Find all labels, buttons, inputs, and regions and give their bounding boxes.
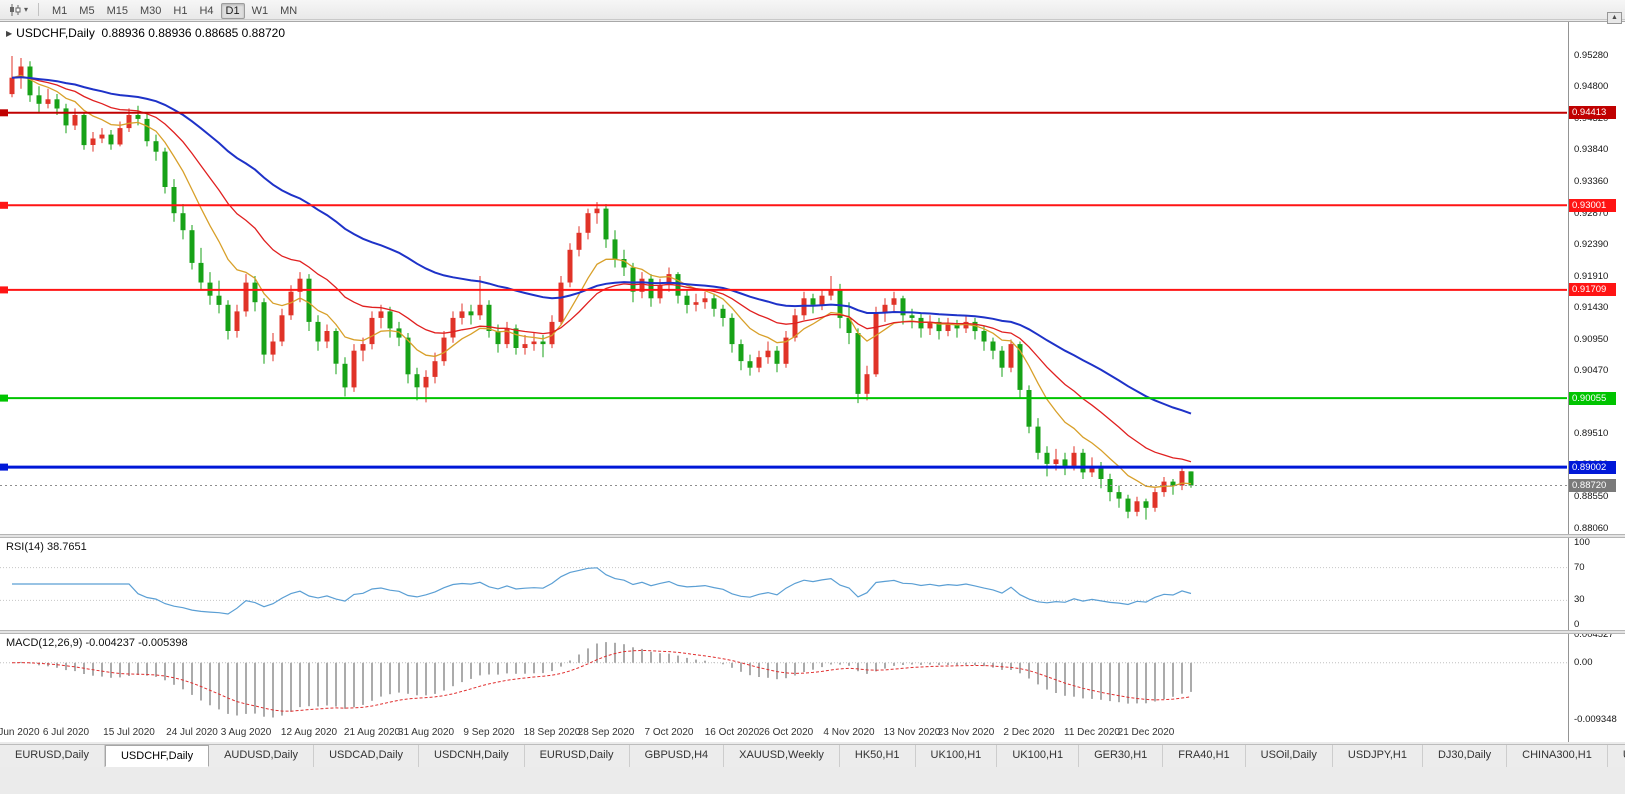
date-label: 15 Jul 2020: [103, 727, 155, 738]
chart-symbol-period: USDCHF,Daily: [16, 26, 95, 40]
chart-title: ▶ USDCHF,Daily 0.88936 0.88936 0.88685 0.…: [6, 26, 285, 40]
date-label: 23 Nov 2020: [937, 727, 995, 738]
chart-tab-gbpusd-h4[interactable]: GBPUSD,H4: [629, 745, 725, 767]
chart-tab-eurusd-daily[interactable]: EURUSD,Daily: [524, 745, 630, 767]
date-label: 7 Oct 2020: [644, 727, 694, 738]
rsi-tick: 30: [1574, 594, 1585, 606]
price-tick: 0.89510: [1574, 427, 1609, 439]
price-tick: 0.91430: [1574, 302, 1609, 314]
price-level-tag: 0.91709: [1569, 283, 1616, 297]
date-label: 6 Jul 2020: [42, 727, 90, 738]
rsi-tick: 0: [1574, 619, 1580, 630]
rsi-plot[interactable]: [0, 538, 1567, 630]
price-tick: 0.92870: [1574, 207, 1609, 219]
price-tick: 0.88550: [1574, 490, 1609, 502]
date-label: 24 Jul 2020: [166, 727, 218, 738]
scroll-up-button[interactable]: ▲: [1607, 12, 1622, 24]
date-label: 21 Aug 2020: [343, 727, 401, 738]
timeframe-button-h1[interactable]: H1: [173, 4, 188, 17]
pane-divider[interactable]: [0, 630, 1625, 634]
date-label: 13 Nov 2020: [883, 727, 941, 738]
timeframe-button-mn[interactable]: MN: [280, 4, 298, 17]
chart-tab-usdcnh-daily[interactable]: USDCNH,Daily: [419, 745, 525, 767]
date-label: 12 Aug 2020: [280, 727, 338, 738]
chart-tab-usdcad-daily[interactable]: USDCAD,Daily: [314, 745, 420, 767]
macd-indicator-label: MACD(12,26,9) -0.004237 -0.005398: [6, 637, 188, 649]
chart-tab-ger30-h1[interactable]: GER30,H1: [1079, 745, 1164, 767]
date-label: 28 Sep 2020: [577, 727, 635, 738]
pane-divider[interactable]: [0, 534, 1625, 538]
price-level-tag: 0.93001: [1569, 198, 1616, 212]
macd-tick: 0.004527: [1574, 629, 1614, 641]
chart-tab-uk100-h1[interactable]: UK100,H1: [915, 745, 998, 767]
timeframe-button-h4[interactable]: H4: [199, 4, 214, 17]
price-tick: 0.91910: [1574, 270, 1609, 282]
price-tick: 0.88060: [1574, 522, 1609, 534]
macd-plot[interactable]: [0, 634, 1567, 724]
timeframe-button-m15[interactable]: M15: [106, 4, 128, 17]
candlestick-glyph: [10, 3, 21, 16]
price-level-tag: 0.89002: [1569, 460, 1616, 474]
date-label: 18 Sep 2020: [523, 727, 581, 738]
price-tick: 0.94800: [1574, 81, 1609, 93]
rsi-tick: 100: [1574, 537, 1590, 548]
timeframe-button-m5[interactable]: M5: [79, 4, 95, 17]
price-axis[interactable]: 0.952800.948000.943200.938400.933600.928…: [1568, 22, 1625, 742]
one-click-trading-icon[interactable]: ▶: [6, 29, 13, 38]
chart-tab-hk50-h1[interactable]: HK50,H1: [839, 745, 916, 767]
status-strip: [0, 767, 1625, 794]
candlestick-chart[interactable]: [0, 22, 1567, 534]
price-tick: 0.95280: [1574, 50, 1609, 62]
macd-tick: 0.00: [1574, 656, 1593, 668]
macd-tick: -0.009348: [1574, 714, 1617, 725]
date-label: 26 Oct 2020: [758, 727, 814, 738]
chart-ohlc-values: 0.88936 0.88936 0.88685 0.88720: [101, 26, 286, 40]
rsi-tick: 70: [1574, 561, 1585, 573]
price-tick: 0.93360: [1574, 175, 1609, 187]
rsi-indicator-label: RSI(14) 38.7651: [6, 541, 87, 553]
chart-tab-usdjpy-h1[interactable]: USDJPY,H1: [1332, 745, 1423, 767]
chart-tab-fra40-h1[interactable]: FRA40,H1: [1163, 745, 1246, 767]
price-level-tag: 0.94413: [1569, 106, 1616, 120]
date-label: 9 Sep 2020: [463, 727, 515, 738]
date-label: 16 Oct 2020: [704, 727, 760, 738]
chart-selector-icon[interactable]: ▾: [5, 1, 31, 19]
chart-tab-xauusd-weekly[interactable]: XAUUSD,Weekly: [724, 745, 840, 767]
timeframe-button-w1[interactable]: W1: [251, 4, 269, 17]
chart-tab-uk100-h1[interactable]: UK100,H1: [997, 745, 1080, 767]
price-level-tag: 0.90055: [1569, 391, 1616, 405]
date-label: 31 Aug 2020: [397, 727, 455, 738]
chart-window: ▶ USDCHF,Daily 0.88936 0.88936 0.88685 0.…: [0, 21, 1625, 742]
date-label: 26 Jun 2020: [0, 727, 40, 738]
chart-tab-usdchf-daily[interactable]: USDCHF,Daily: [104, 745, 210, 767]
price-tick: 0.90470: [1574, 364, 1609, 376]
date-label: 4 Nov 2020: [823, 727, 875, 738]
price-tick: 0.92390: [1574, 239, 1609, 251]
chart-tabbar: EURUSD,Daily USDCHF,Daily AUDUSD,Daily USDC…: [0, 744, 1625, 767]
timeframe-button-m30[interactable]: M30: [139, 4, 162, 17]
date-label: 21 Dec 2020: [1117, 727, 1175, 738]
chevron-down-icon: ▾: [24, 4, 29, 14]
chart-tab-eurusd-daily[interactable]: EURUSD,Daily: [0, 745, 105, 767]
date-label: 2 Dec 2020: [1003, 727, 1055, 738]
chart-tab-us[interactable]: US: [1607, 745, 1625, 767]
chart-tab-audusd-daily[interactable]: AUDUSD,Daily: [209, 745, 315, 767]
chart-tab-dj30-daily[interactable]: DJ30,Daily: [1422, 745, 1508, 767]
timeframe-button-d1[interactable]: D1: [220, 2, 245, 19]
date-label: 11 Dec 2020: [1064, 727, 1120, 738]
timeframe-button-m1[interactable]: M1: [52, 4, 68, 17]
chart-tab-china300-h1[interactable]: CHINA300,H1: [1507, 745, 1608, 767]
chart-tab-usoil-daily[interactable]: USOil,Daily: [1245, 745, 1333, 767]
timeframe-toolbar: ▾ M1 M5 M15 M30 H1 H4 D1 W1 MN: [0, 0, 1625, 20]
timeframe-buttons: M1 M5 M15 M30 H1 H4 D1 W1 MN: [46, 1, 303, 19]
toolbar-separator: [38, 3, 40, 16]
price-tick: 0.93840: [1574, 144, 1609, 156]
date-label: 3 Aug 2020: [220, 727, 272, 738]
current-price-tag: 0.88720: [1569, 479, 1616, 493]
price-tick: 0.90950: [1574, 333, 1609, 345]
